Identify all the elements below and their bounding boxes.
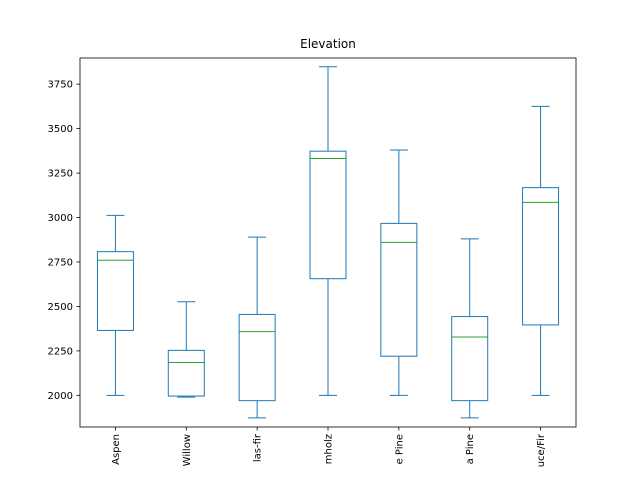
y-tick-label: 2250 bbox=[48, 346, 73, 357]
plot-frame bbox=[79, 57, 577, 428]
box-group-6 bbox=[451, 238, 489, 419]
iqr-box bbox=[309, 150, 347, 280]
y-tick-label: 2000 bbox=[48, 391, 73, 402]
x-tick-label: las-fir bbox=[253, 433, 264, 462]
y-axis: 2000 2250 2500 2750 3000 3250 3500 3750 bbox=[48, 80, 80, 402]
box-group-1 bbox=[96, 214, 134, 396]
box-group-3 bbox=[238, 236, 276, 419]
box-group-2 bbox=[167, 301, 205, 398]
box-group-7 bbox=[522, 105, 560, 396]
x-tick-label: Willow bbox=[182, 434, 193, 466]
iqr-box bbox=[167, 349, 205, 397]
box-group-5 bbox=[380, 149, 418, 396]
plot-area bbox=[96, 66, 560, 419]
x-tick-label: Aspen bbox=[111, 434, 122, 465]
chart-title: Elevation bbox=[300, 37, 356, 51]
iqr-box bbox=[96, 251, 134, 331]
x-tick-label: mholz bbox=[324, 434, 335, 464]
y-tick-label: 3500 bbox=[48, 124, 73, 135]
iqr-box bbox=[380, 222, 418, 357]
y-tick-label: 3750 bbox=[48, 80, 73, 91]
y-tick-label: 2750 bbox=[48, 257, 73, 268]
iqr-box bbox=[451, 316, 489, 402]
box-group-4 bbox=[309, 66, 347, 396]
x-tick-label: uce/Fir bbox=[536, 433, 547, 467]
y-tick-label: 3250 bbox=[48, 169, 73, 180]
x-tick-label: a Pine bbox=[465, 434, 476, 464]
iqr-box bbox=[238, 313, 276, 402]
y-tick-label: 3000 bbox=[48, 213, 73, 224]
x-tick-label: e Pine bbox=[394, 434, 405, 464]
x-axis: Aspen Willow las-fir mholz e Pine a Pine uce/F… bbox=[111, 427, 547, 467]
y-tick-label: 2500 bbox=[48, 302, 73, 313]
iqr-box bbox=[522, 187, 560, 326]
